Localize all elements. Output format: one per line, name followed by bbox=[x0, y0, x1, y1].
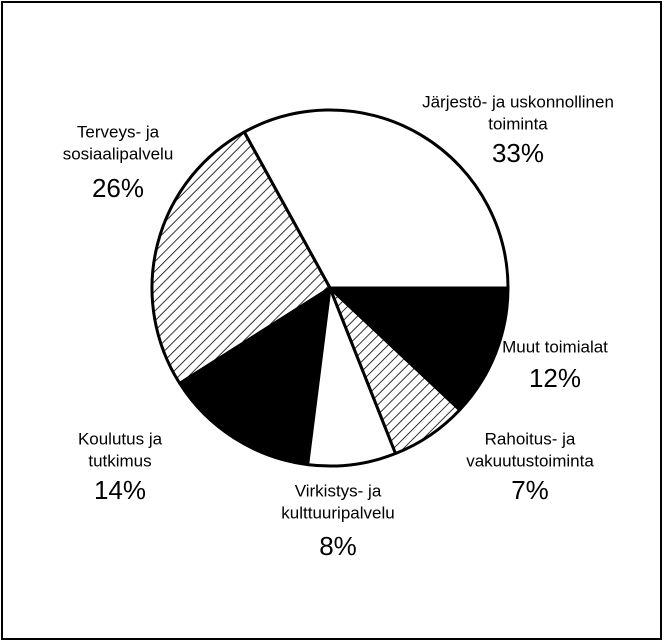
slice-label: Terveys- ja bbox=[77, 122, 160, 141]
slice-label: kulttuuripalvelu bbox=[281, 503, 394, 522]
slice-label: Rahoitus- ja bbox=[485, 429, 576, 448]
pie-slice bbox=[150, 130, 332, 385]
slice-label: Virkistys- ja bbox=[295, 481, 382, 500]
slice-percent: 33% bbox=[492, 138, 544, 168]
slice-label: sosiaalipalvelu bbox=[63, 144, 174, 163]
pie-slice bbox=[242, 108, 510, 290]
slice-label: vakuutustoiminta bbox=[466, 451, 594, 470]
slice-percent: 12% bbox=[529, 363, 581, 393]
slice-label: tutkimus bbox=[88, 451, 151, 470]
slice-label: Muut toimialat bbox=[502, 337, 608, 356]
slice-percent: 14% bbox=[94, 475, 146, 505]
slice-percent: 8% bbox=[319, 531, 357, 561]
slice-percent: 26% bbox=[92, 173, 144, 203]
pie-slice bbox=[178, 286, 332, 467]
slice-label: Koulutus ja bbox=[78, 429, 163, 448]
slice-label: Järjestö- ja uskonnollinen bbox=[422, 92, 614, 111]
slice-percent: 7% bbox=[511, 475, 549, 505]
slice-label: toiminta bbox=[488, 114, 548, 133]
pie-slice bbox=[306, 286, 398, 468]
pie-slice bbox=[328, 286, 510, 412]
